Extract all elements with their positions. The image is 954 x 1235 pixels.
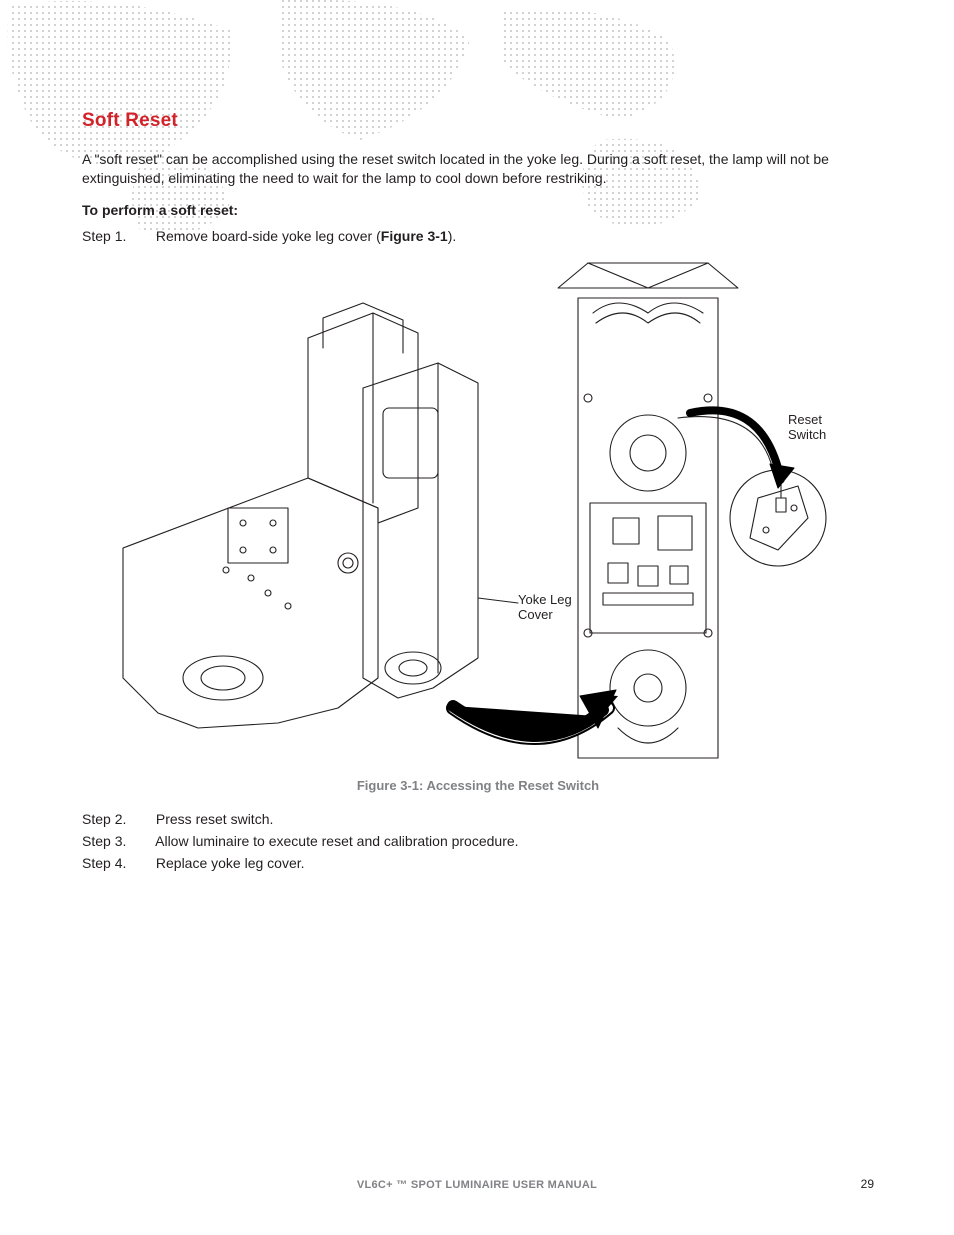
step-row: Step 3. Allow luminaire to execute reset… [82, 833, 874, 849]
step-text: Press reset switch. [156, 811, 273, 827]
section-heading: Soft Reset [82, 110, 874, 132]
step-text: Remove board-side yoke leg cover ( [156, 228, 381, 244]
figure-caption: Figure 3-1: Accessing the Reset Switch [82, 778, 874, 793]
step-bold-ref: Figure 3-1 [381, 228, 448, 244]
step-text-post: ). [448, 228, 457, 244]
figure-box: Yoke Leg Cover Reset Switch [118, 258, 838, 768]
callout-reset-switch: Reset Switch [788, 413, 826, 443]
step-number: Step 2. [82, 811, 152, 827]
page-content: Soft Reset A "soft reset" can be accompl… [0, 0, 954, 917]
step-row: Step 1. Remove board-side yoke leg cover… [82, 228, 874, 244]
step-number: Step 3. [82, 833, 152, 849]
step-row: Step 2. Press reset switch. [82, 811, 874, 827]
step-text: Replace yoke leg cover. [156, 855, 305, 871]
figure-svg [118, 258, 838, 768]
step-row: Step 4. Replace yoke leg cover. [82, 855, 874, 871]
step-text: Allow luminaire to execute reset and cal… [155, 833, 518, 849]
page-number: 29 [861, 1177, 874, 1191]
footer-text: VL6C+ ™ SPOT LUMINAIRE USER MANUAL [0, 1179, 954, 1191]
subheading: To perform a soft reset: [82, 202, 874, 218]
step-number: Step 1. [82, 228, 152, 244]
figure-wrap: Yoke Leg Cover Reset Switch [82, 258, 874, 768]
intro-paragraph: A "soft reset" can be accomplished using… [82, 150, 874, 188]
step-number: Step 4. [82, 855, 152, 871]
callout-yoke-leg-cover: Yoke Leg Cover [518, 593, 572, 623]
